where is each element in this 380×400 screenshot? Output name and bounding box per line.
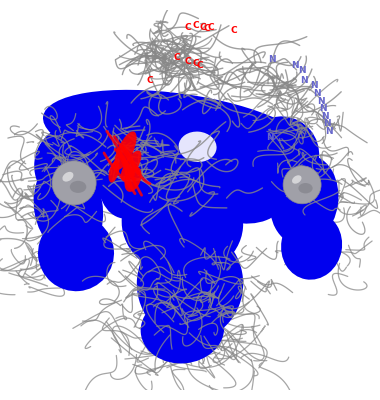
Ellipse shape [109, 160, 119, 182]
Ellipse shape [298, 183, 313, 194]
Text: N: N [323, 120, 331, 128]
Text: C: C [173, 53, 180, 62]
Ellipse shape [38, 215, 114, 291]
Ellipse shape [137, 226, 243, 341]
Circle shape [283, 166, 321, 204]
Ellipse shape [114, 131, 136, 170]
Text: C: C [200, 22, 207, 32]
Text: N: N [319, 104, 327, 113]
Text: C: C [230, 26, 237, 35]
Ellipse shape [121, 151, 141, 181]
Text: N: N [300, 76, 308, 85]
Text: N: N [298, 66, 306, 75]
Ellipse shape [98, 136, 160, 219]
Ellipse shape [34, 124, 118, 208]
Text: N: N [310, 82, 317, 90]
Text: C: C [196, 60, 203, 70]
Text: N: N [266, 133, 274, 142]
Text: C: C [147, 76, 154, 85]
Ellipse shape [62, 172, 73, 182]
Text: C: C [185, 57, 192, 66]
Text: N: N [314, 89, 321, 98]
Text: C: C [192, 21, 199, 30]
Text: N: N [325, 127, 332, 136]
Ellipse shape [269, 154, 339, 246]
Text: C: C [185, 22, 192, 32]
Ellipse shape [292, 175, 302, 184]
Ellipse shape [122, 170, 243, 276]
Ellipse shape [43, 90, 314, 181]
Text: C: C [192, 59, 199, 68]
Ellipse shape [281, 212, 342, 280]
Text: C: C [207, 22, 214, 32]
Text: N: N [291, 60, 298, 70]
Circle shape [52, 161, 96, 205]
Ellipse shape [34, 158, 103, 257]
Ellipse shape [194, 161, 285, 224]
Ellipse shape [141, 295, 224, 364]
Ellipse shape [243, 116, 319, 192]
Text: N: N [321, 112, 329, 121]
Text: N: N [317, 97, 325, 106]
Ellipse shape [70, 181, 86, 193]
Text: N: N [268, 55, 276, 64]
Text: C: C [204, 24, 211, 34]
Ellipse shape [125, 166, 141, 192]
Ellipse shape [179, 132, 217, 162]
